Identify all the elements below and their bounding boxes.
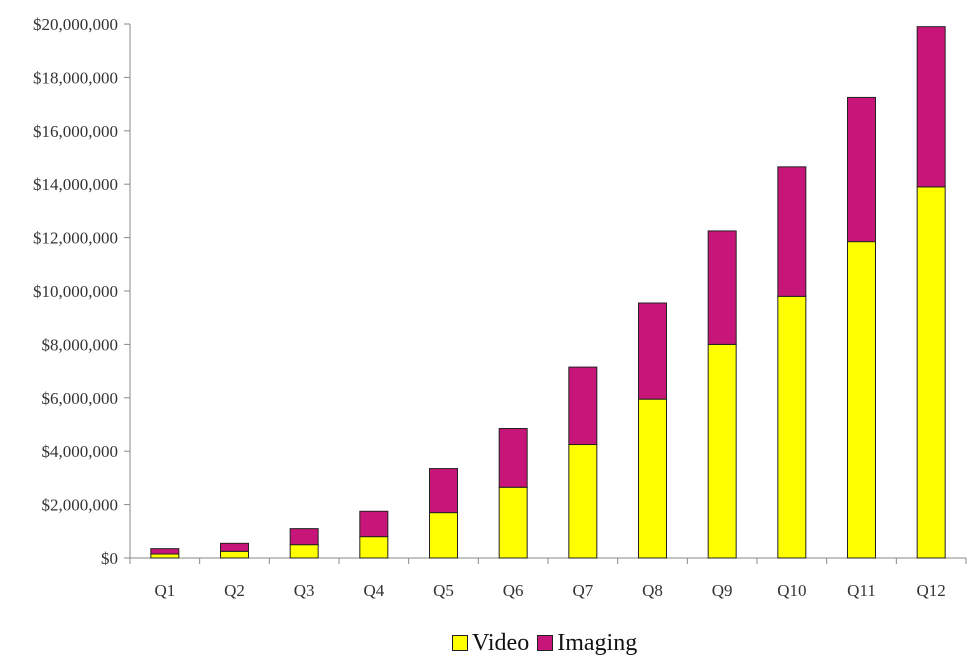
legend: Video Imaging (452, 628, 637, 658)
y-tick-label: $20,000,000 (33, 15, 118, 34)
x-tick-label: Q5 (433, 581, 454, 600)
x-tick-label: Q2 (224, 581, 245, 600)
bar-video-q8 (638, 398, 667, 559)
bar-video-q4 (359, 536, 389, 559)
y-tick-label: $8,000,000 (42, 335, 119, 354)
bar-video-q6 (498, 486, 528, 559)
y-tick-label: $18,000,000 (33, 68, 118, 87)
x-tick-label: Q12 (917, 581, 946, 600)
x-tick-label: Q10 (777, 581, 806, 600)
bar-video-q10 (777, 295, 807, 559)
bar-imaging-q2 (220, 542, 249, 552)
legend-item-imaging: Imaging (537, 630, 637, 657)
bar-imaging-q8 (638, 302, 667, 400)
x-tick-label: Q9 (712, 581, 733, 600)
bar-video-q5 (429, 512, 458, 559)
bar-imaging-q11 (847, 96, 876, 243)
bar-video-q2 (220, 550, 249, 559)
bar-video-q1 (150, 553, 180, 559)
y-tick-label: $4,000,000 (42, 442, 119, 461)
bar-imaging-q1 (150, 548, 180, 555)
bar-imaging-q5 (429, 468, 458, 514)
y-tick-label: $0 (101, 549, 118, 568)
y-tick-label: $12,000,000 (33, 229, 118, 248)
bar-video-q11 (847, 241, 876, 559)
legend-item-video: Video (452, 630, 529, 657)
x-tick-label: Q6 (503, 581, 524, 600)
bar-imaging-q3 (289, 528, 319, 546)
bar-imaging-q9 (707, 230, 737, 345)
y-tick-label: $10,000,000 (33, 282, 118, 301)
bar-video-q3 (289, 544, 319, 559)
y-tick-label: $6,000,000 (42, 389, 119, 408)
bar-imaging-q7 (568, 366, 598, 446)
bar-imaging-q4 (359, 510, 389, 538)
y-tick-label: $2,000,000 (42, 496, 119, 515)
legend-swatch-video (452, 635, 468, 651)
x-tick-label: Q3 (294, 581, 315, 600)
bar-imaging-q12 (916, 26, 946, 188)
bar-video-q7 (568, 444, 598, 559)
bar-video-q9 (707, 343, 737, 559)
x-tick-label: Q4 (363, 581, 384, 600)
y-tick-label: $14,000,000 (33, 175, 118, 194)
bar-imaging-q6 (498, 428, 528, 488)
x-tick-label: Q1 (154, 581, 175, 600)
y-tick-label: $16,000,000 (33, 122, 118, 141)
x-tick-label: Q11 (847, 581, 876, 600)
legend-label-video: Video (472, 629, 530, 656)
x-tick-label: Q8 (642, 581, 663, 600)
x-tick-label: Q7 (572, 581, 593, 600)
bar-video-q12 (916, 186, 946, 559)
legend-swatch-imaging (537, 635, 554, 651)
legend-label-imaging: Imaging (557, 629, 638, 656)
bar-imaging-q10 (777, 166, 807, 297)
